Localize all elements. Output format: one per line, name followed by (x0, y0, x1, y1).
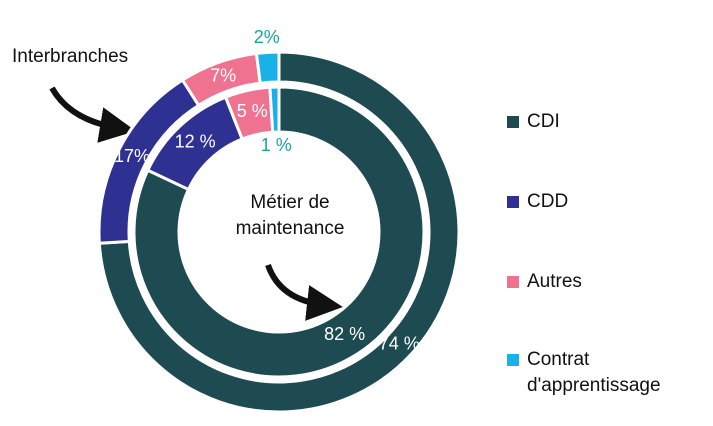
legend-label: CDI (527, 111, 560, 132)
data-label: 5 % (237, 101, 268, 121)
donut-segment (254, 50, 281, 85)
donut-segment (132, 85, 426, 379)
data-label: 2% (254, 27, 280, 47)
data-label: 12 % (175, 131, 216, 151)
legend-swatch (507, 276, 519, 288)
data-label: 74 % (379, 334, 420, 354)
data-label: 1 % (261, 135, 292, 155)
legend-swatch (507, 116, 519, 128)
data-label: 17% (114, 146, 150, 166)
arrow (49, 86, 136, 143)
donut-segment (268, 85, 281, 134)
arrow (265, 263, 343, 321)
data-label: 7% (210, 66, 236, 86)
legend-swatch (507, 354, 519, 366)
legend-label: CDD (527, 191, 569, 212)
legend-label: Autres (527, 271, 582, 292)
donut-segment (97, 50, 461, 414)
legend-swatch (507, 196, 519, 208)
inner-ring-name: Métier de maintenance (235, 192, 345, 239)
outer-ring-name: Interbranches (12, 46, 129, 67)
data-label: 82 % (324, 324, 365, 344)
legend-label: Contrat d'apprentissage (527, 349, 661, 396)
